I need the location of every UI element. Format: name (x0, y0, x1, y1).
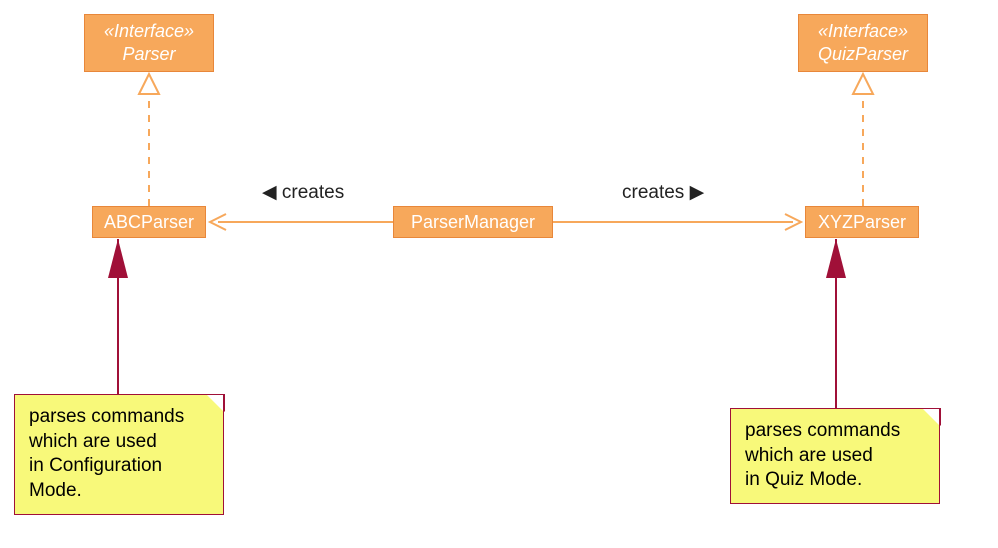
note-line: in Quiz Mode. (745, 468, 925, 493)
note-abcparser: parses commands which are used in Config… (14, 394, 224, 515)
arrowhead-hollow-triangle (139, 74, 159, 94)
arrowhead-open-right (785, 214, 801, 230)
edge-label-creates-right: creates ▶ (622, 181, 704, 204)
arrowhead-hollow-triangle (853, 74, 873, 94)
note-line: which are used (29, 430, 209, 455)
class-name: ParserManager (411, 212, 535, 233)
note-line: parses commands (29, 405, 209, 430)
class-xyzparser: XYZParser (805, 206, 919, 238)
note-line: parses commands (745, 419, 925, 444)
note-line: which are used (745, 444, 925, 469)
interface-quizparser: «Interface» QuizParser (798, 14, 928, 72)
interface-name: Parser (122, 43, 175, 66)
arrowhead-open-left (210, 214, 226, 230)
class-parsermanager: ParserManager (393, 206, 553, 238)
note-anchor-xyz-head (826, 239, 846, 278)
class-abcparser: ABCParser (92, 206, 206, 238)
edge-label-creates-left: ◀ creates (262, 181, 344, 204)
interface-name: QuizParser (818, 43, 908, 66)
interface-parser: «Interface» Parser (84, 14, 214, 72)
note-xyzparser: parses commands which are used in Quiz M… (730, 408, 940, 504)
diagram-canvas: «Interface» Parser «Interface» QuizParse… (0, 0, 998, 548)
stereotype-text: «Interface» (818, 20, 908, 43)
stereotype-text: «Interface» (104, 20, 194, 43)
class-name: XYZParser (818, 212, 906, 233)
note-line: Mode. (29, 479, 209, 504)
note-line: in Configuration (29, 454, 209, 479)
note-anchor-abc-head (108, 239, 128, 278)
class-name: ABCParser (104, 212, 194, 233)
